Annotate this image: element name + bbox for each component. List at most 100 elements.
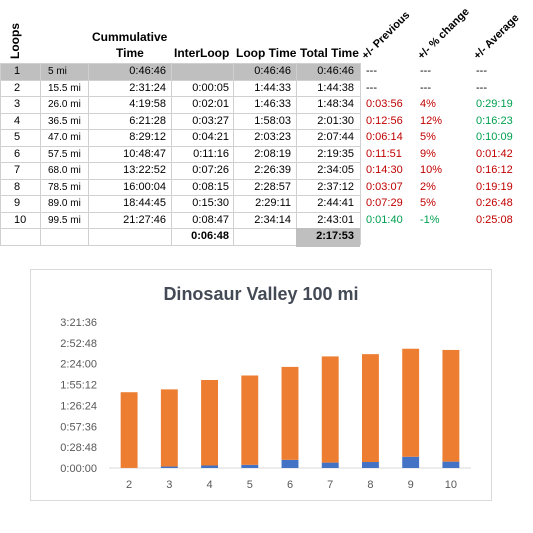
- cell-interloop: 0:11:16: [193, 147, 229, 160]
- row-divider: [0, 112, 360, 114]
- cell-total-time: 2:37:12: [317, 180, 354, 193]
- row-divider: [0, 244, 360, 246]
- cell-interloop: 0:08:15: [192, 180, 229, 193]
- x-tick-label: 4: [206, 479, 212, 491]
- cell-interloop: 0:07:26: [192, 164, 229, 176]
- cell-distance: 47.0 mi: [48, 132, 81, 143]
- row-divider: [0, 178, 360, 180]
- y-tick-label: 2:24:00: [60, 359, 97, 371]
- cell-distance: 5 mi: [48, 66, 67, 77]
- header-average: +/- Average: [471, 11, 522, 62]
- row-divider: [0, 129, 360, 130]
- cell-loop: 7: [14, 164, 21, 176]
- row-divider: [0, 162, 360, 163]
- total-interloop: 0:06:48: [191, 230, 229, 242]
- cell-average: 0:26:48: [476, 197, 513, 209]
- y-tick-label: 1:26:24: [60, 400, 97, 412]
- row-divider: [0, 145, 360, 147]
- cell-loop-time: 0:46:46: [254, 65, 291, 77]
- x-tick-label: 2: [126, 479, 132, 491]
- total-shade: [296, 228, 360, 247]
- header-interloop: InterLoop: [174, 46, 230, 60]
- bar-interloop-segment: [321, 462, 339, 468]
- bar-loop-segment: [281, 366, 299, 460]
- chart-title: Dinosaur Valley 100 mi: [163, 284, 359, 304]
- cell-previous: 0:14:30: [366, 164, 403, 176]
- cell-loop-time: 2:08:19: [254, 147, 291, 160]
- col-divider: [296, 63, 297, 245]
- row-divider: [0, 96, 360, 97]
- cell-cumulative: 13:22:52: [123, 164, 166, 176]
- cell-cumulative: 8:29:12: [129, 131, 166, 143]
- cell-distance: 36.5 mi: [48, 115, 81, 127]
- cell-loop: 8: [14, 180, 21, 193]
- cell-total-time: 2:43:01: [317, 213, 354, 226]
- row-divider: [0, 228, 360, 229]
- cell-total-time: 2:34:05: [317, 164, 354, 176]
- y-tick-label: 1:55:12: [60, 380, 97, 392]
- cell-loop: 3: [14, 98, 21, 110]
- cell-loop: 5: [14, 131, 21, 143]
- bar-loop-segment: [361, 354, 379, 463]
- total-total-time: 2:17:53: [316, 230, 354, 242]
- cell-pct-change: 12%: [420, 114, 443, 127]
- cell-loop-time: 2:29:11: [255, 197, 291, 209]
- cell-total-time: 2:44:41: [317, 197, 354, 209]
- row-divider: [0, 79, 360, 81]
- cell-distance: 57.5 mi: [48, 148, 81, 160]
- row-divider: [0, 195, 360, 196]
- y-tick-label: 0:00:00: [60, 463, 97, 475]
- chart-frame: Dinosaur Valley 100 mi 0:00:00 0:28:48 0:5…: [30, 269, 492, 501]
- col-divider: [233, 63, 234, 245]
- cell-average: 0:01:42: [476, 147, 513, 160]
- x-tick-label: 7: [327, 479, 333, 491]
- cell-average: 0:16:23: [476, 114, 513, 127]
- cell-previous: ---: [366, 65, 377, 77]
- cell-interloop: 0:04:21: [192, 131, 229, 143]
- cell-distance: 26.0 mi: [48, 99, 81, 110]
- cell-loop: 9: [14, 197, 21, 209]
- spreadsheet-table: Loops Cummulative Time InterLoop Loop Time To…: [0, 0, 533, 260]
- y-tick-label: 0:28:48: [60, 442, 97, 454]
- cell-cumulative: 4:19:58: [129, 98, 166, 110]
- header-cumulative-1: Cummulative: [92, 30, 168, 44]
- bar-loop-segment: [160, 389, 178, 467]
- header-loops: Loops: [8, 23, 22, 59]
- header-previous: +/- Previous: [359, 9, 413, 62]
- cell-pct-change: ---: [420, 81, 431, 94]
- x-tick-label: 6: [287, 479, 293, 491]
- chart-plot: 0:00:00 0:28:48 0:57:36 1:26:24 1:55:12 2:24:…: [60, 317, 471, 491]
- cell-average: 0:29:19: [476, 98, 513, 110]
- cell-loop: 6: [14, 147, 21, 160]
- cell-pct-change: 5%: [420, 131, 436, 143]
- cell-loop-time: 1:58:03: [254, 114, 291, 127]
- bar-interloop-segment: [160, 466, 178, 468]
- y-tick-label: 2:52:48: [60, 338, 97, 350]
- bar-loop-segment: [321, 356, 339, 463]
- cell-loop: 1: [14, 65, 21, 77]
- x-tick-label: 8: [367, 479, 373, 491]
- cell-cumulative: 16:00:04: [123, 180, 166, 193]
- cell-average: 0:25:08: [476, 213, 513, 226]
- cell-previous: 0:03:56: [366, 98, 403, 110]
- bar-interloop-segment: [201, 465, 219, 468]
- cell-loop: 10: [14, 213, 27, 226]
- cell-cumulative: 0:46:46: [129, 65, 166, 77]
- bar-loop-segment: [442, 349, 460, 462]
- cell-previous: 0:11:51: [366, 147, 402, 160]
- bar-interloop-segment: [442, 461, 460, 468]
- cell-pct-change: 5%: [420, 197, 436, 209]
- cell-pct-change: ---: [420, 65, 431, 77]
- cell-loop-time: 1:46:33: [254, 98, 291, 110]
- y-tick-label: 3:21:36: [60, 317, 97, 329]
- cell-cumulative: 6:21:28: [129, 114, 166, 127]
- cell-distance: 99.5 mi: [48, 214, 81, 226]
- y-tick-label: 0:57:36: [60, 421, 97, 433]
- col-divider: [0, 63, 1, 245]
- cell-pct-change: 9%: [420, 147, 436, 160]
- cell-previous: 0:06:14: [366, 131, 403, 143]
- cell-pct-change: 2%: [420, 180, 436, 193]
- x-tick-label: 5: [247, 479, 253, 491]
- row-1-shade: [0, 63, 360, 80]
- cell-loop: 4: [14, 114, 21, 127]
